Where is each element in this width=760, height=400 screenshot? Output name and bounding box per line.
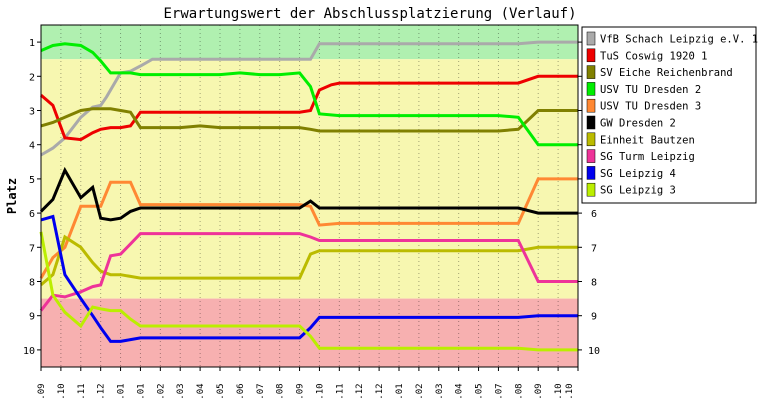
x-axis: 12.09 10.10 07.11 05.12 02.01 30.01 27.02 26.03… (37, 367, 579, 400)
legend-swatch (586, 115, 596, 130)
x-tick-label: 05.12 (97, 383, 107, 400)
legend-swatch (586, 166, 596, 180)
x-tick-label: 30.01 (136, 383, 146, 400)
x-tick-label: 05.11 (335, 383, 345, 400)
y-tick-label-right: 6 (591, 209, 597, 220)
legend-label: SG Turm Leipzig (600, 151, 695, 163)
x-tick-label: 12.09 (37, 383, 47, 400)
y-tick-label-right: 8 (591, 278, 597, 289)
x-tick-label: 03.12 (355, 383, 365, 400)
y-tick-label-left: 7 (29, 243, 35, 254)
x-tick-label: 13.08 (276, 383, 286, 400)
y-tick-label-right: 10 (588, 346, 600, 357)
x-tick-label: 10.10 (57, 383, 67, 400)
y-tick-label-left: 3 (29, 107, 35, 118)
y-axis-label: Platz (5, 178, 19, 214)
y-tick-label-left: 4 (29, 141, 35, 152)
x-tick-label: 10.09 (296, 383, 306, 400)
plot-bands (41, 25, 578, 367)
series-line-0 (40, 40, 578, 157)
y-axis-left: 1 2 3 4 5 6 7 8 9 10 (23, 38, 41, 357)
legend-label: GW Dresden 2 (600, 118, 676, 130)
y-tick-label-left: 5 (29, 175, 35, 186)
legend-label: USV TU Dresden 2 (600, 84, 701, 96)
x-tick-label: 15.07 (494, 383, 504, 400)
legend-label: SG Leipzig 3 (600, 185, 676, 197)
legend-label: Einheit Bautzen (600, 134, 695, 146)
legend-swatch (586, 48, 596, 63)
y-tick-label-left: 9 (29, 312, 35, 323)
x-tick-label: 22.04 (455, 383, 465, 400)
series-line-8 (40, 214, 578, 343)
legend: VfB Schach Leipzig e.V. 1 TuS Coswig 1920… (581, 26, 758, 204)
x-tick-label: 16.07 (256, 383, 266, 400)
series-line-3 (40, 42, 578, 147)
y-tick-label-left: 2 (29, 72, 35, 83)
legend-label: TuS Coswig 1920 1 (600, 50, 707, 62)
y-tick-label-left: 1 (29, 38, 35, 49)
x-tick-label: 18.06 (236, 383, 246, 400)
band-1 (41, 59, 578, 299)
legend-label: SG Leipzig 4 (600, 168, 676, 180)
series-line-9 (39, 231, 578, 352)
y-tick-label-right: 9 (591, 312, 597, 323)
series-layer (39, 40, 578, 352)
x-tick-label: 23.04 (196, 383, 206, 400)
legend-swatch (586, 182, 596, 197)
x-tick-label: 28.10 (565, 383, 575, 400)
legend-label: SV Eiche Reichenbrand (600, 67, 733, 79)
series-line-6 (40, 234, 578, 287)
band-0 (41, 25, 578, 60)
chart-title: Erwartungswert der Abschlussplatzierung … (163, 6, 576, 22)
legend-box (581, 26, 757, 204)
y-tick-label-left: 8 (29, 278, 35, 289)
legend-swatch (586, 149, 596, 163)
legend-swatch (586, 65, 596, 79)
x-tick-label: 08.10 (315, 383, 325, 400)
legend-label: USV TU Dresden 3 (600, 101, 701, 113)
band-2 (41, 298, 578, 367)
x-tick-label: 07.11 (77, 383, 87, 400)
x-tick-label: 09.09 (534, 383, 544, 400)
legend-swatch (586, 82, 596, 96)
y-tick-label-left: 6 (29, 209, 35, 220)
series-line-7 (39, 232, 578, 312)
y-tick-label-right: 7 (591, 243, 597, 254)
x-tick-label: 26.03 (176, 383, 186, 400)
x-tick-label: 21.05 (216, 383, 226, 400)
x-tick-label: 31.12 (375, 383, 385, 400)
x-tick-label: 02.01 (117, 383, 127, 400)
series-line-5 (39, 166, 578, 222)
x-tick-label: 28.01 (395, 383, 405, 400)
y-tick-label-left: 10 (23, 346, 35, 357)
legend-swatch (586, 98, 596, 113)
x-tick-label: 07.10 (554, 383, 564, 400)
legend-swatch (586, 31, 596, 46)
plot-frame (40, 24, 579, 368)
x-tick-label: 25.02 (415, 383, 425, 400)
x-tick-label: 20.05 (475, 383, 485, 400)
legend-swatch (586, 132, 596, 147)
series-line-2 (40, 107, 578, 133)
series-line-1 (40, 74, 578, 142)
x-tick-label: 12.08 (514, 383, 524, 400)
x-tick-label: 27.02 (156, 383, 166, 400)
legend-label: VfB Schach Leipzig e.V. 1 (600, 34, 758, 46)
x-tick-label: 25.03 (435, 383, 445, 400)
